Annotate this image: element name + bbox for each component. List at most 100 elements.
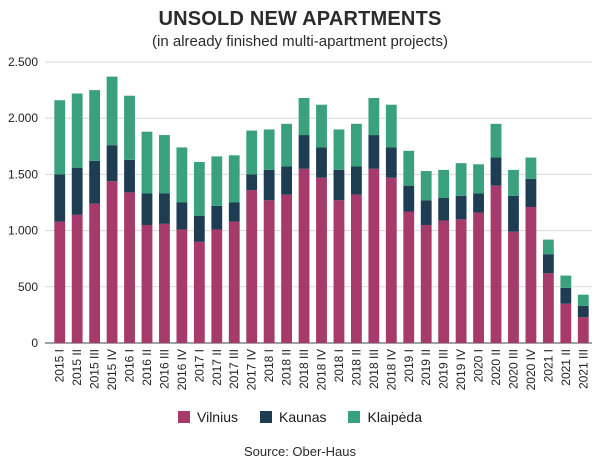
bar-kaunas — [350, 166, 362, 195]
x-tick-label: 2019 IV — [454, 349, 468, 390]
x-tick-label: 2021 III — [576, 349, 590, 389]
x-tick-label: 2016 IV — [175, 349, 189, 390]
bar-kaunas — [298, 135, 310, 169]
y-tick-label: 500 — [18, 280, 38, 294]
bar-klaipeda — [176, 147, 188, 203]
chart-legend: Vilnius Kaunas Klaipėda — [0, 409, 600, 425]
bar-kaunas — [403, 185, 415, 212]
bar-klaipeda — [124, 95, 135, 160]
bar-klaipeda — [298, 97, 310, 136]
bar-vilnius — [542, 273, 554, 343]
bar-vilnius — [525, 206, 537, 343]
legend-label-klaipeda: Klaipėda — [367, 409, 422, 425]
bar-vilnius — [176, 229, 188, 343]
y-tick-label: 2.000 — [8, 111, 38, 125]
bar-kaunas — [577, 305, 589, 318]
x-tick-label: 2017 I — [192, 349, 206, 382]
bar-kaunas — [159, 193, 170, 224]
x-tick-label: 2019 III — [437, 349, 451, 389]
x-tick-label: 2020 IV — [524, 349, 538, 390]
bar-klaipeda — [385, 104, 397, 148]
bar-vilnius — [124, 192, 135, 343]
bar-klaipeda — [228, 155, 240, 203]
x-tick-label: 2018 I — [262, 349, 276, 382]
legend-swatch-klaipeda — [348, 411, 361, 423]
bar-klaipeda — [490, 123, 502, 158]
bar-klaipeda — [473, 164, 484, 194]
x-tick-label: 2015 IV — [105, 349, 119, 390]
bar-vilnius — [350, 194, 362, 343]
bar-vilnius — [385, 177, 397, 343]
bar-vilnius — [368, 168, 380, 343]
x-tick-label: 2017 IV — [245, 349, 259, 390]
chart-subtitle: (in already finished multi-apartment pro… — [152, 33, 448, 50]
x-tick-label: 2018 III — [367, 349, 381, 389]
x-tick-label: 2015 I — [53, 349, 67, 382]
bar-vilnius — [211, 229, 223, 343]
bar-vilnius — [246, 190, 258, 343]
bar-vilnius — [159, 223, 170, 343]
bar-kaunas — [89, 160, 101, 204]
bar-vilnius — [403, 211, 415, 343]
bar-vilnius — [577, 317, 589, 343]
legend-item-vilnius: Vilnius — [178, 409, 238, 425]
bar-kaunas — [525, 178, 537, 207]
bar-klaipeda — [368, 97, 380, 136]
bar-klaipeda — [246, 130, 258, 175]
bar-vilnius — [89, 203, 101, 343]
x-tick-label: 2016 II — [140, 349, 154, 386]
bar-vilnius — [71, 214, 83, 343]
bar-kaunas — [542, 254, 554, 274]
bar-klaipeda — [89, 90, 101, 161]
bar-vilnius — [193, 241, 205, 343]
bar-vilnius — [54, 221, 66, 343]
bar-kaunas — [333, 169, 345, 201]
bar-vilnius — [263, 200, 275, 343]
bar-klaipeda — [525, 157, 537, 179]
x-tick-label: 2019 II — [419, 349, 433, 386]
x-tick-label: 2015 II — [70, 349, 84, 386]
y-tick-label: 2.500 — [8, 55, 38, 69]
legend-item-klaipeda: Klaipėda — [348, 409, 422, 425]
bar-klaipeda — [560, 275, 572, 288]
bar-vilnius — [106, 181, 118, 343]
x-tick-label: 2017 III — [227, 349, 241, 389]
legend-swatch-vilnius — [178, 411, 190, 423]
x-tick-label: 2020 III — [506, 349, 520, 389]
bar-kaunas — [316, 147, 327, 178]
bar-vilnius — [455, 219, 467, 343]
y-tick-label: 1.500 — [8, 167, 38, 181]
bar-klaipeda — [141, 131, 153, 194]
bar-kaunas — [420, 200, 432, 225]
bar-klaipeda — [263, 129, 275, 170]
bar-kaunas — [490, 157, 502, 186]
legend-item-kaunas: Kaunas — [260, 409, 326, 425]
x-tick-label: 2018 II — [349, 349, 363, 386]
bar-klaipeda — [281, 123, 293, 167]
bar-klaipeda — [403, 150, 415, 186]
bar-vilnius — [560, 303, 572, 343]
bar-klaipeda — [508, 169, 519, 196]
bar-klaipeda — [193, 162, 205, 216]
bar-klaipeda — [333, 129, 345, 170]
bar-vilnius — [333, 200, 345, 343]
bar-kaunas — [106, 145, 118, 182]
bar-kaunas — [560, 287, 572, 304]
legend-label-vilnius: Vilnius — [197, 409, 238, 425]
bar-klaipeda — [542, 239, 554, 255]
bar-vilnius — [141, 224, 153, 343]
bar-klaipeda — [420, 171, 432, 201]
bar-kaunas — [368, 135, 380, 169]
bar-kaunas — [54, 174, 66, 222]
x-tick-label: 2018 IV — [384, 349, 398, 390]
bar-vilnius — [490, 185, 502, 343]
x-tick-label: 2018 I — [332, 349, 346, 382]
bar-klaipeda — [106, 76, 118, 146]
bar-kaunas — [228, 202, 240, 222]
x-tick-label: 2020 II — [489, 349, 503, 386]
bar-kaunas — [246, 174, 258, 191]
bar-vilnius — [281, 194, 293, 343]
bar-kaunas — [281, 166, 293, 195]
chart-title: UNSOLD NEW APARTMENTS — [158, 8, 442, 30]
